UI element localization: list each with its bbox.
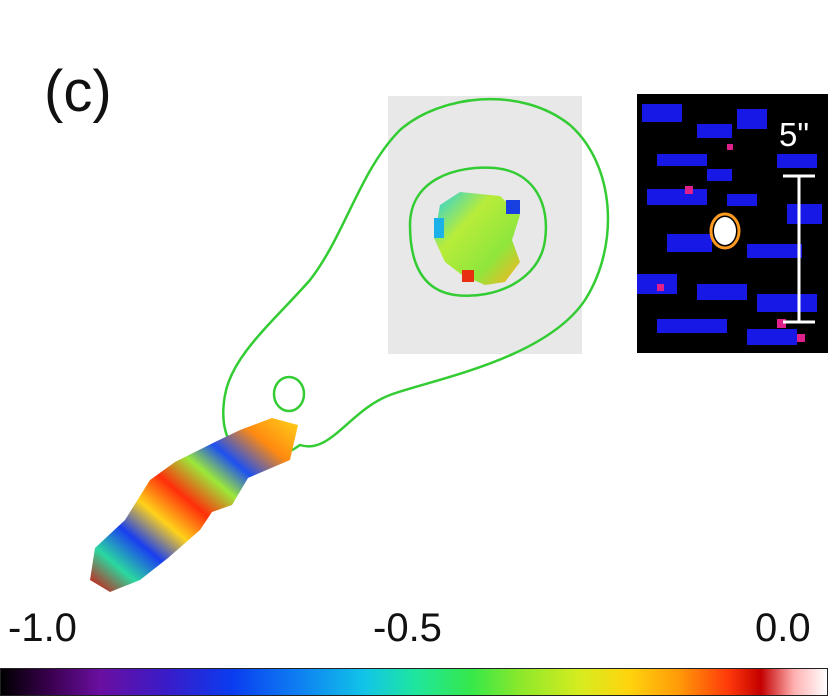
colorbar-mid-label: -0.5 bbox=[373, 606, 442, 650]
colorbar bbox=[0, 668, 828, 696]
scale-bar bbox=[783, 174, 815, 324]
colorbar-max-label: 0.0 bbox=[755, 606, 811, 650]
inset-image: 5" bbox=[637, 94, 828, 353]
jet-region bbox=[90, 418, 298, 592]
inset-source bbox=[714, 217, 736, 245]
core-edge-cyan bbox=[434, 218, 444, 238]
inset-noise-map bbox=[637, 94, 828, 353]
inner-contour bbox=[408, 166, 548, 297]
outer-contour bbox=[222, 97, 610, 462]
panel-label: (c) bbox=[44, 59, 112, 124]
colorbar-min-label: -1.0 bbox=[8, 606, 77, 650]
knot-contour bbox=[272, 375, 306, 413]
core-edge-red bbox=[462, 270, 474, 282]
scale-bar-label: 5" bbox=[779, 116, 810, 153]
core-edge-blue bbox=[506, 200, 520, 214]
core-region bbox=[434, 192, 520, 285]
